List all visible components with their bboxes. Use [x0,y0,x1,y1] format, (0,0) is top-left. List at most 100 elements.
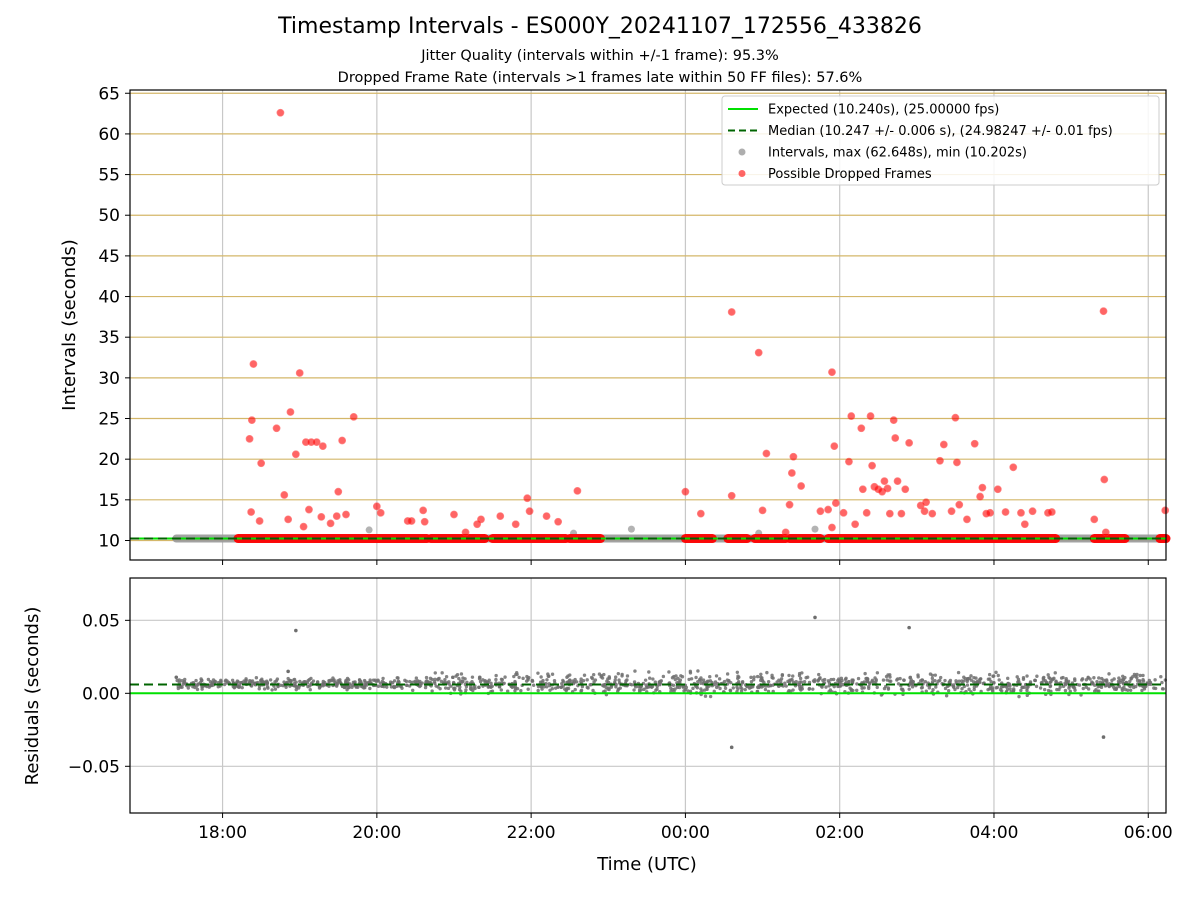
dropped-frame-point [257,459,266,468]
residual-point [259,678,264,683]
dropped-frame-point [299,522,308,531]
dropped-frame-point [245,434,254,443]
residual-point [1117,676,1121,680]
residuals-panel: 18:00 20:00 22:00 00:00 02:00 04:00 06:00 0.05 0… [68,577,1173,843]
dropped-frame-point [349,412,358,421]
residual-point [544,681,548,686]
residual-point [1116,679,1121,684]
dropped-frame-point [420,517,429,526]
residual-point [230,678,235,682]
residual-point [464,684,469,689]
dropped-frame-point [338,436,347,445]
dropped-frame-point [787,469,796,477]
residual-point [1128,684,1132,689]
residual-point [505,689,510,693]
dropped-frame-point [781,528,790,537]
residual-point [969,674,973,678]
x-tick-label: 22:00 [507,823,556,843]
residual-point [1046,673,1050,677]
residual-point [1099,685,1104,690]
residual-point [1153,678,1157,682]
residual-point [1025,686,1029,691]
residual-point [1105,679,1109,683]
x-tick-label: 02:00 [815,823,864,843]
residual-point [1140,688,1144,693]
dropped-frame-point [247,508,256,516]
residual-point [1094,688,1098,692]
residual-point [1129,677,1133,681]
residual-point [783,681,787,685]
residual-point [731,686,735,690]
dropped-frame-point [376,508,385,517]
residuals-y-axis-label: Residuals (seconds) [22,607,43,786]
residual-point [826,679,831,683]
residual-point [559,685,564,689]
residual-point [768,683,772,687]
residual-point [436,685,440,689]
residual-point [430,689,434,693]
residual-point [240,680,244,685]
residual-point [564,687,569,692]
residual-point [273,680,277,684]
residual-point [592,680,596,684]
residual-point [294,687,298,692]
residual-point [459,672,464,676]
residual-point [682,689,686,693]
residual-point [717,677,722,681]
residual-point [1138,673,1142,678]
residual-point [770,673,774,678]
residual-point [613,675,618,679]
residual-point [197,682,201,686]
residual-point [1120,686,1124,691]
bottom-ytick-label: −0.05 [68,757,120,777]
residual-point [254,676,259,680]
residual-point [331,676,335,680]
residual-point [1114,687,1118,691]
residual-point [799,680,804,684]
residual-point [689,677,694,681]
residual-point [1147,678,1152,683]
residual-point [200,687,204,691]
residual-point [414,676,419,680]
dropped-frame-point [883,484,892,493]
residual-point [560,681,564,686]
residual-point [751,685,755,689]
residual-point [696,679,700,684]
residual-point [486,680,490,684]
residual-outlier [813,615,817,620]
dropped-frame-point [573,486,582,495]
bottom-plot-frame [129,577,1167,814]
residual-point [510,685,515,690]
residual-point [219,678,223,683]
residual-point [756,685,761,690]
residual-point [591,672,596,677]
residual-point [681,685,685,689]
residual-point [613,680,617,684]
chart-subtitle-jitter: Jitter Quality (intervals within +/-1 fr… [421,48,779,64]
residual-point [948,680,952,685]
dropped-frame-point [334,487,343,496]
residual-point [1047,675,1051,680]
residual-point [714,674,719,678]
residual-point [545,685,549,689]
residual-point [405,683,409,688]
dropped-frame-point [1001,508,1010,516]
dropped-frame-point [1028,507,1037,516]
residual-point [817,672,821,677]
residual-point [433,671,437,675]
residual-point [1095,679,1099,684]
legend-label: Possible Dropped Frames [768,167,932,182]
residual-point [960,686,964,691]
residual-point [829,677,833,682]
residual-point [994,670,998,675]
residual-point [735,670,740,674]
residual-point [672,689,676,694]
residual-point [896,682,901,686]
residual-point [284,685,288,690]
residual-point [955,685,960,690]
dropped-frame-point [970,439,979,448]
residual-point [863,671,867,676]
dropped-frame-point [993,485,1002,494]
residual-point [755,674,760,679]
residual-point [1048,680,1052,685]
